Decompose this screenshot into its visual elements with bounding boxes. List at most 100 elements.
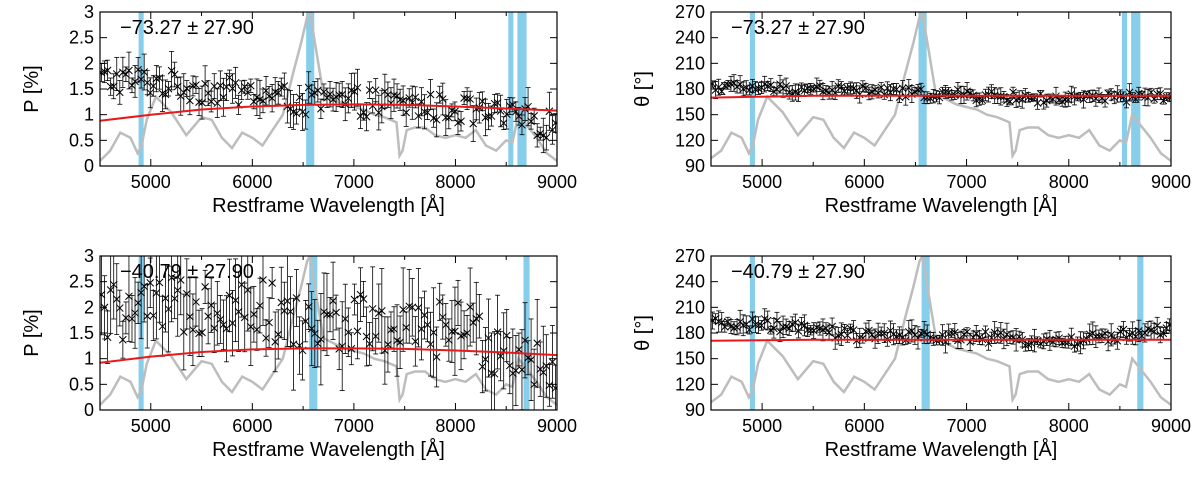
point-marker [502, 331, 511, 340]
point-marker [803, 84, 812, 93]
point-marker [195, 98, 203, 107]
x-tick-label: 5000 [742, 172, 782, 192]
point-marker [828, 322, 836, 331]
point-marker [100, 290, 106, 299]
data-point [268, 267, 276, 299]
data-point [530, 107, 539, 124]
angle-annotation: −73.27 ± 27.90 [731, 17, 865, 39]
data-point [131, 65, 139, 98]
data-point [304, 283, 313, 330]
chart-panel-2: 5000 6000 7000 8000 9000 90 120 150 180 210 240 270… [632, 2, 1191, 217]
data-point [1147, 320, 1155, 340]
data-point [773, 311, 781, 330]
angle-annotation: −40.79 ± 27.90 [731, 261, 865, 283]
y-tick-label: 90 [685, 400, 705, 420]
data-point [831, 326, 840, 350]
point-marker [207, 301, 216, 310]
point-marker [204, 312, 213, 321]
point-marker [225, 291, 234, 300]
point-marker [1141, 93, 1149, 101]
point-marker [466, 95, 475, 103]
point-marker [253, 325, 261, 334]
point-marker [231, 79, 240, 87]
y-tick-label: 210 [675, 53, 705, 73]
point-marker [880, 90, 889, 99]
data-point [384, 316, 392, 373]
data-point [167, 256, 176, 323]
plot-area [711, 256, 1171, 410]
point-marker [417, 324, 426, 333]
point-marker [530, 112, 539, 120]
point-marker [173, 82, 182, 91]
point-marker [493, 99, 502, 107]
data-point [155, 256, 164, 323]
data-point [106, 256, 115, 334]
point-marker [222, 324, 231, 333]
data-point [733, 319, 741, 336]
point-marker [271, 88, 280, 96]
point-marker [158, 89, 167, 98]
point-marker [396, 95, 404, 104]
data-point [515, 106, 523, 126]
data-point [444, 318, 453, 362]
point-marker [198, 98, 206, 107]
point-marker [307, 324, 316, 333]
data-point [487, 105, 496, 127]
point-marker [167, 273, 176, 282]
point-marker [849, 326, 858, 334]
point-marker [109, 82, 118, 91]
point-marker [944, 330, 953, 338]
point-marker [1073, 93, 1082, 101]
data-point [103, 310, 112, 364]
point-marker [518, 120, 526, 129]
point-marker [353, 83, 362, 92]
point-marker [292, 294, 301, 302]
point-marker [371, 332, 380, 341]
data-point [551, 364, 557, 410]
data-point [454, 279, 462, 326]
point-marker [751, 85, 760, 94]
data-point [377, 268, 386, 354]
data-point [877, 326, 886, 341]
data-point [423, 307, 432, 343]
data-point [545, 364, 554, 407]
data-point [332, 82, 340, 112]
data-point [198, 308, 206, 357]
data-point [368, 98, 377, 114]
point-marker [317, 335, 325, 344]
data-point [115, 289, 124, 327]
data-point [396, 315, 404, 369]
point-marker [763, 316, 772, 325]
point-marker [377, 306, 386, 315]
data-point [228, 73, 237, 104]
point-marker [146, 278, 155, 287]
data-point [292, 269, 301, 327]
x-axis-label: Restframe Wavelength [Å] [212, 194, 445, 217]
point-marker [551, 384, 557, 392]
point-marker [356, 290, 365, 299]
point-marker [502, 110, 511, 119]
data-point [396, 88, 404, 111]
data-point [237, 256, 246, 318]
data-point [819, 83, 827, 101]
data-point [164, 81, 173, 97]
data-point [125, 256, 133, 342]
data-point [466, 267, 475, 347]
data-point [533, 298, 542, 388]
point-marker [776, 80, 784, 89]
plot-area [100, 256, 557, 410]
data-point [963, 327, 971, 337]
data-point [210, 303, 219, 353]
point-marker [189, 82, 197, 90]
y-axis-label: θ [°] [632, 315, 654, 351]
point-marker [733, 323, 741, 332]
point-marker [149, 82, 158, 90]
angle-annotation: −40.79 ± 27.90 [120, 261, 254, 283]
y-tick-label: 2.5 [69, 28, 94, 48]
point-marker [457, 117, 465, 126]
point-marker [256, 301, 264, 310]
point-marker [201, 79, 209, 88]
point-marker [862, 84, 870, 92]
point-marker [338, 90, 347, 99]
data-point [822, 322, 830, 334]
